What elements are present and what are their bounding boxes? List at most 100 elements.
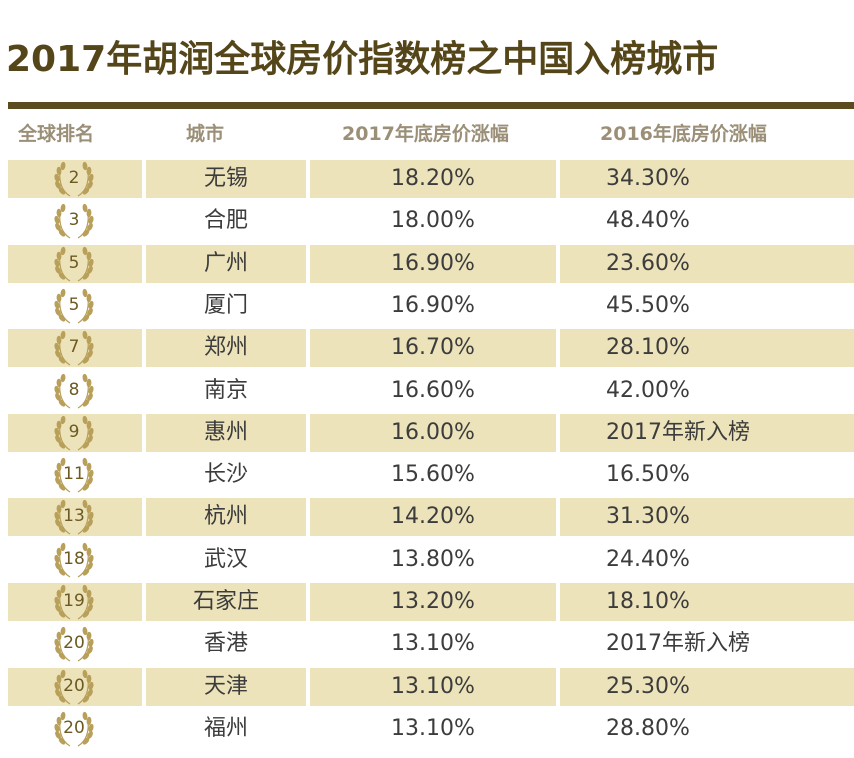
table-row: 20 福州 13.10% 28.80% [8, 708, 854, 750]
growth-2016-cell: 2017年新入榜 [606, 631, 750, 657]
city-cell: 石家庄 [146, 583, 306, 621]
growth-2017-cell: 15.60% [391, 462, 475, 488]
table-row: 9 惠州 16.00% 2017年新入榜 [8, 412, 854, 454]
laurel-wreath-icon [54, 711, 94, 747]
growth-2017-cell: 18.20% [310, 160, 556, 198]
growth-2017-cell: 13.20% [310, 583, 556, 621]
rank-cell: 5 [8, 287, 142, 325]
city-cell: 南京 [203, 377, 248, 403]
laurel-wreath-icon [54, 288, 94, 324]
laurel-wreath-icon [54, 500, 94, 535]
rank-cell: 20 [8, 667, 142, 707]
growth-2016-cell: 28.80% [606, 715, 690, 741]
laurel-badge: 18 [48, 542, 100, 580]
laurel-wreath-icon [54, 584, 94, 620]
city-cell: 厦门 [203, 292, 248, 318]
table-row: 20 天津 13.10% 25.30% [8, 666, 854, 708]
laurel-badge: 3 [48, 203, 100, 241]
growth-2016-cell: 18.10% [560, 583, 854, 621]
laurel-wreath-icon [54, 246, 94, 282]
laurel-wreath-icon [54, 669, 94, 705]
growth-2016-cell: 31.30% [560, 498, 854, 537]
growth-2017-cell: 13.10% [310, 667, 556, 706]
rank-number: 19 [63, 591, 85, 611]
growth-2017-cell: 18.00% [391, 208, 475, 234]
rank-cell: 18 [8, 541, 142, 579]
rank-number: 7 [68, 337, 80, 358]
growth-2017-cell: 14.20% [310, 498, 556, 537]
rank-cell: 13 [8, 498, 142, 537]
rank-number: 2 [68, 168, 80, 188]
growth-2016-cell: 16.50% [606, 462, 690, 488]
rank-number: 9 [68, 421, 80, 442]
laurel-wreath-icon [54, 627, 94, 662]
growth-2017-cell: 16.00% [310, 413, 556, 452]
laurel-wreath-icon [54, 373, 94, 409]
growth-2017-cell: 13.80% [391, 546, 475, 572]
growth-2016-cell: 28.10% [560, 329, 854, 368]
city-cell: 郑州 [146, 329, 306, 368]
rank-cell: 5 [8, 244, 142, 284]
growth-2017-cell: 13.10% [391, 715, 475, 741]
city-cell: 长沙 [203, 462, 248, 488]
growth-2016-cell: 45.50% [606, 292, 690, 318]
header-growth-2017: 2017年底房价涨幅 [342, 123, 509, 145]
laurel-badge: 11 [48, 457, 100, 495]
rank-cell: 9 [8, 413, 142, 453]
city-cell: 天津 [146, 667, 306, 706]
rank-number: 20 [63, 633, 85, 654]
rank-cell: 20 [8, 625, 142, 663]
table-row: 18 武汉 13.80% 24.40% [8, 539, 854, 581]
laurel-badge: 8 [48, 373, 100, 411]
growth-2016-cell: 34.30% [560, 160, 854, 198]
growth-2017-cell: 16.90% [391, 292, 475, 318]
city-cell: 福州 [203, 715, 248, 741]
table-row: 7 郑州 16.70% 28.10% [8, 327, 854, 369]
table-row: 2 无锡 18.20% 34.30% [8, 158, 854, 200]
growth-2016-cell: 23.60% [560, 244, 854, 283]
rank-number: 8 [68, 379, 80, 400]
table-row: 19 石家庄 13.20% 18.10% [8, 581, 854, 623]
laurel-wreath-icon [54, 161, 94, 197]
table-row: 20 香港 13.10% 2017年新入榜 [8, 623, 854, 665]
growth-2016-cell: 2017年新入榜 [560, 413, 854, 452]
table-row: 5 厦门 16.90% 45.50% [8, 285, 854, 327]
rank-number: 20 [63, 675, 85, 696]
table-row: 13 杭州 14.20% 31.30% [8, 496, 854, 538]
growth-2016-cell: 24.40% [606, 546, 690, 572]
rank-number: 11 [63, 464, 85, 485]
laurel-badge: 20 [48, 669, 100, 707]
title-divider [8, 102, 854, 109]
laurel-wreath-icon [54, 415, 94, 451]
city-cell: 杭州 [146, 498, 306, 537]
table-row: 8 南京 16.60% 42.00% [8, 370, 854, 412]
city-cell: 武汉 [203, 546, 248, 572]
laurel-badge: 5 [48, 246, 100, 284]
rank-cell: 7 [8, 329, 142, 368]
ranking-table: 2 无锡 18.20% 34.30% 3 合肥 18.00% 48.40% 5 广州 16.90% 2… [8, 158, 854, 758]
growth-2017-cell: 13.10% [391, 631, 475, 657]
city-cell: 广州 [146, 244, 306, 283]
laurel-wreath-icon [54, 331, 94, 366]
growth-2017-cell: 16.60% [391, 377, 475, 403]
laurel-badge: 9 [48, 415, 100, 453]
rank-cell: 3 [8, 202, 142, 240]
rank-number: 18 [63, 548, 85, 569]
laurel-badge: 19 [48, 584, 100, 622]
rank-cell: 11 [8, 456, 142, 494]
page-title: 2017年胡润全球房价指数榜之中国入榜城市 [6, 39, 719, 80]
laurel-badge: 13 [48, 499, 100, 537]
header-city: 城市 [186, 123, 225, 145]
laurel-badge: 5 [48, 288, 100, 326]
table-row: 3 合肥 18.00% 48.40% [8, 200, 854, 242]
header-rank: 全球排名 [18, 123, 95, 145]
laurel-wreath-icon [54, 542, 94, 578]
growth-2017-cell: 16.90% [310, 244, 556, 283]
rank-number: 5 [68, 294, 80, 315]
rank-cell: 2 [8, 160, 142, 198]
table-row: 11 长沙 15.60% 16.50% [8, 454, 854, 496]
city-cell: 合肥 [203, 208, 248, 234]
header-growth-2016: 2016年底房价涨幅 [600, 123, 767, 145]
growth-2017-cell: 16.70% [310, 329, 556, 368]
laurel-badge: 7 [48, 330, 100, 368]
